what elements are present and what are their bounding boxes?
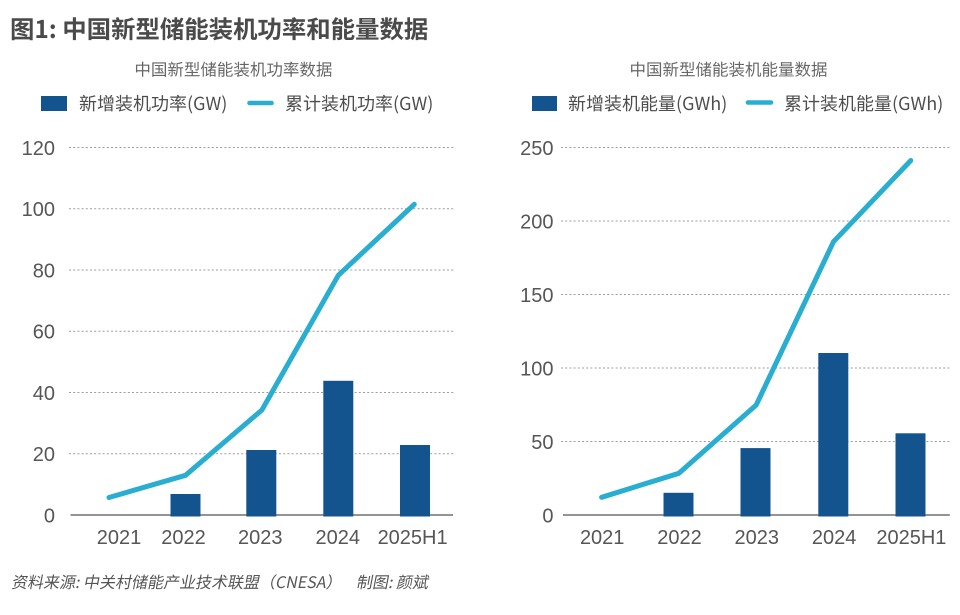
svg-text:2022: 2022 — [161, 527, 206, 549]
svg-text:2021: 2021 — [97, 527, 142, 549]
svg-text:120: 120 — [22, 138, 55, 160]
svg-text:2023: 2023 — [238, 527, 283, 549]
svg-text:250: 250 — [520, 138, 553, 160]
svg-text:0: 0 — [542, 505, 553, 527]
svg-text:150: 150 — [520, 285, 553, 307]
svg-text:2023: 2023 — [735, 527, 780, 549]
svg-text:2024: 2024 — [812, 527, 857, 549]
svg-text:50: 50 — [531, 432, 553, 454]
svg-text:2025H1: 2025H1 — [876, 527, 946, 549]
svg-text:2025H1: 2025H1 — [378, 527, 448, 549]
svg-text:20: 20 — [33, 444, 55, 466]
svg-text:100: 100 — [520, 358, 553, 380]
svg-text:40: 40 — [33, 383, 55, 405]
svg-text:2024: 2024 — [316, 527, 361, 549]
svg-text:200: 200 — [520, 211, 553, 233]
svg-text:100: 100 — [22, 199, 55, 221]
svg-text:2021: 2021 — [580, 527, 625, 549]
svg-text:2022: 2022 — [657, 527, 702, 549]
svg-text:0: 0 — [44, 505, 55, 527]
svg-text:60: 60 — [33, 322, 55, 344]
svg-text:80: 80 — [33, 260, 55, 282]
